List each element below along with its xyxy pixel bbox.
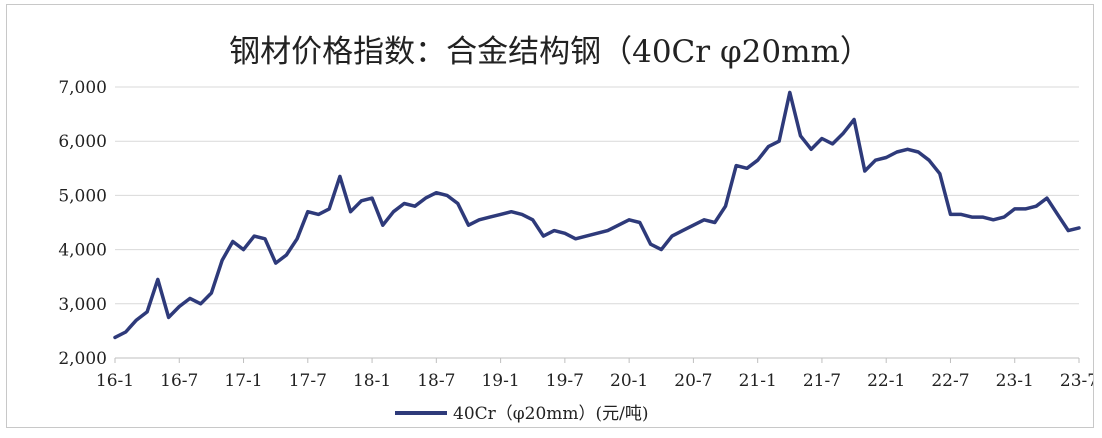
legend-label: 40Cr（φ20mm）(元/吨) [453, 404, 649, 424]
x-tick-label: 21-1 [739, 371, 777, 391]
x-tick-label: 21-7 [803, 371, 841, 391]
x-tick-label: 23-7 [1060, 371, 1093, 391]
line-chart: 钢材价格指数：合金结构钢（40Cr φ20mm） 2,000 3,000 4,000… [58, 34, 1093, 424]
y-axis-ticks: 2,000 3,000 4,000 5,000 6,000 7,000 [58, 78, 107, 369]
x-tick-label: 16-1 [96, 371, 134, 391]
x-tick-label: 18-1 [353, 371, 391, 391]
x-tick-label: 23-1 [996, 371, 1034, 391]
chart-container: 钢材价格指数：合金结构钢（40Cr φ20mm） 2,000 3,000 4,000… [6, 4, 1094, 428]
plot-area [113, 90, 1081, 340]
y-tick-label: 4,000 [58, 241, 107, 261]
x-tick-label: 20-1 [610, 371, 648, 391]
x-tick-label: 17-7 [289, 371, 327, 391]
x-tick-label: 20-7 [674, 371, 712, 391]
y-tick-label: 7,000 [58, 78, 107, 98]
chart-title: 钢材价格指数：合金结构钢（40Cr φ20mm） [229, 34, 871, 70]
y-tick-label: 6,000 [58, 132, 107, 152]
x-tick-label: 18-7 [417, 371, 455, 391]
y-tick-label: 2,000 [58, 349, 107, 369]
y-tick-label: 5,000 [58, 186, 107, 206]
x-tick-label: 19-1 [481, 371, 519, 391]
y-tick-label: 3,000 [58, 295, 107, 315]
grid-lines [115, 86, 1079, 305]
legend: 40Cr（φ20mm）(元/吨) [395, 404, 649, 424]
x-axis-ticks: 16-1 16-7 17-1 17-7 18-1 18-7 19-1 19-7 20-1 20-7… [96, 358, 1093, 391]
x-tick-label: 22-1 [867, 371, 905, 391]
series-line [113, 90, 1081, 340]
x-tick-label: 19-7 [546, 371, 584, 391]
x-tick-label: 16-7 [160, 371, 198, 391]
x-tick-label: 17-1 [224, 371, 262, 391]
x-tick-label: 22-7 [931, 371, 969, 391]
